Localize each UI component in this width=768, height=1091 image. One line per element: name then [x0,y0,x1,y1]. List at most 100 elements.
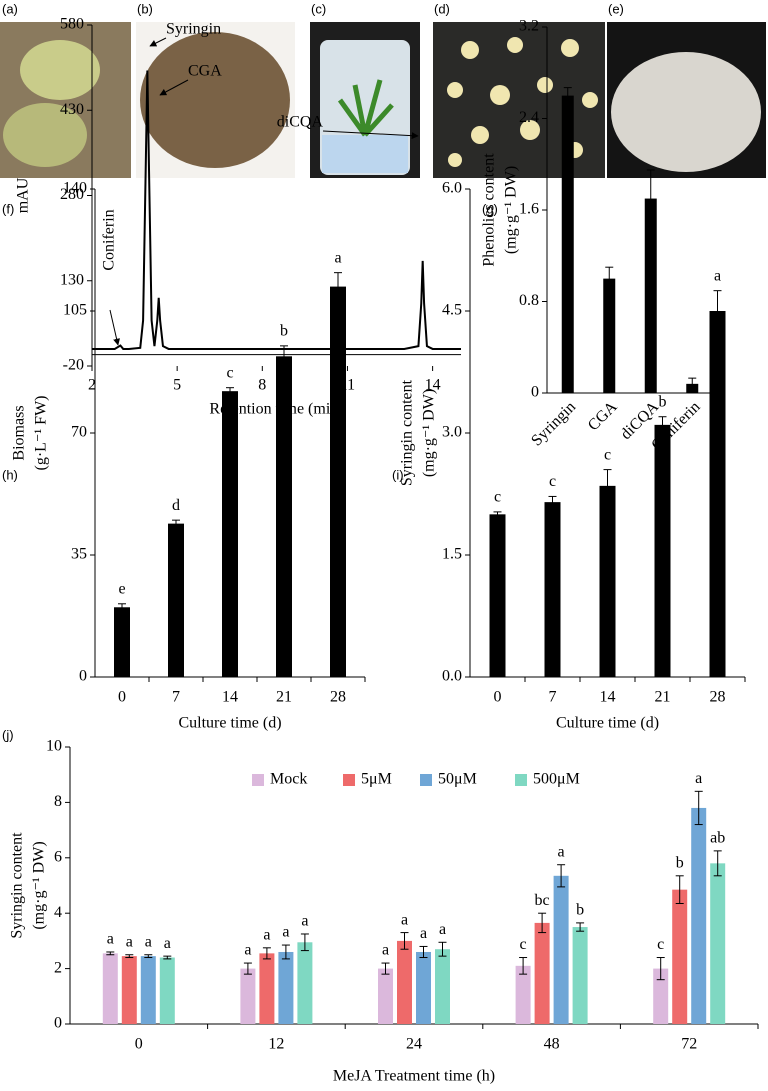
x-tick-label: 12 [268,1036,284,1053]
photo-seed-pile [140,32,290,168]
significance-letter: d [172,497,180,514]
annotation-arrow [109,309,121,346]
photo-callus-pieces [447,37,598,167]
bar [572,927,588,1024]
x-axis-label: Culture time (d) [556,715,659,732]
panel-label: (h) [2,467,18,482]
x-tick-label: 7 [549,689,557,706]
significance-letter: b [676,854,684,871]
y-tick-label: 280 [60,186,84,203]
photo-flask [611,52,761,172]
panel-label: (d) [434,1,450,16]
significance-letter: a [695,770,702,787]
bar [259,953,275,1024]
panel-label: (a) [2,1,18,16]
significance-letter: c [604,446,611,463]
x-tick-label: 14 [600,689,616,706]
legend-swatch [252,774,264,786]
photo-medium [322,135,408,173]
significance-letter: a [145,933,152,950]
y-tick-label: 140 [63,180,87,197]
significance-letter: a [401,911,408,928]
y-axis-label: (mg·g⁻¹ DW) [31,841,48,929]
bar [121,956,137,1024]
significance-letter: c [520,936,527,953]
annotation: Coniferin [101,209,118,270]
panel-label: (b) [137,1,153,16]
bar [222,391,238,677]
x-tick-label: 21 [655,689,671,706]
significance-letter: a [301,913,308,930]
x-tick-label: 5 [173,377,181,394]
bar [672,889,688,1024]
legend-label: 50μM [438,771,477,788]
y-tick-label: 4.5 [442,302,462,319]
y-tick-label: 70 [71,424,87,441]
y-tick-label: 2.4 [519,109,539,126]
y-axis-label: Syringin content [9,832,26,939]
significance-letter: b [659,393,667,410]
significance-letter: a [164,935,171,952]
y-tick-label: 1.5 [442,546,462,563]
bar [140,956,156,1024]
legend-label: 5μM [361,771,392,788]
bar [435,949,450,1024]
photos [0,22,766,178]
y-tick-label: 0 [531,384,539,401]
x-tick-label: 21 [276,689,292,706]
significance-letter: a [714,267,721,284]
bar [710,863,726,1024]
bar [168,523,184,677]
y-tick-label: 3.0 [442,424,462,441]
y-tick-label: 4 [54,904,62,921]
legend-swatch [343,774,355,786]
significance-letter: a [439,921,446,938]
y-axis-label: (mg·g⁻¹ DW) [421,389,438,477]
x-tick-label: 24 [406,1036,422,1053]
x-axis-label: Culture time (d) [178,715,281,732]
significance-letter: c [549,473,556,490]
y-tick-label: 3.2 [519,18,539,35]
bar [276,356,292,677]
bar [709,311,726,677]
bar [644,198,657,393]
x-tick-label: 72 [681,1036,697,1053]
x-tick-label: 7 [172,689,180,706]
panel-label: (i) [392,467,404,482]
panel-label: (f) [2,201,14,216]
significance-letter: b [280,323,288,340]
y-axis-label: (mg·g⁻¹ DW) [503,166,520,254]
significance-letter: a [107,931,114,948]
significance-letter: ab [710,830,725,847]
x-tick-label: CGA [585,398,621,434]
legend-swatch [420,774,432,786]
significance-letter: bc [535,892,550,909]
y-axis-label: (g·L⁻¹ FW) [33,396,50,471]
y-axis-label: Phenolics content [481,153,498,267]
x-tick-label: 48 [544,1036,560,1053]
photo-leaf [3,103,87,167]
bar [691,807,707,1024]
annotation: diCQA [277,114,324,131]
significance-letter: a [420,925,427,942]
x-axis-label: MeJA Treatment time (h) [333,1068,495,1085]
x-tick-label: 0 [135,1036,143,1053]
annotation-arrow [149,37,167,47]
significance-letter: a [282,924,289,941]
bar [603,278,616,393]
bar [544,502,561,677]
bar [278,951,294,1024]
y-axis-label: mAU [15,177,32,213]
x-tick-label: 14 [425,377,441,394]
significance-letter: a [126,933,133,950]
y-tick-label: 1.6 [519,201,539,218]
panel-label: (e) [608,1,624,16]
y-tick-label: 0.0 [442,668,462,685]
bar [561,95,574,393]
significance-letter: a [263,926,270,943]
legend-swatch [515,774,527,786]
annotation: CGA [188,63,222,80]
y-tick-label: 6 [54,848,62,865]
y-tick-label: 0 [79,668,87,685]
bar [534,922,550,1024]
